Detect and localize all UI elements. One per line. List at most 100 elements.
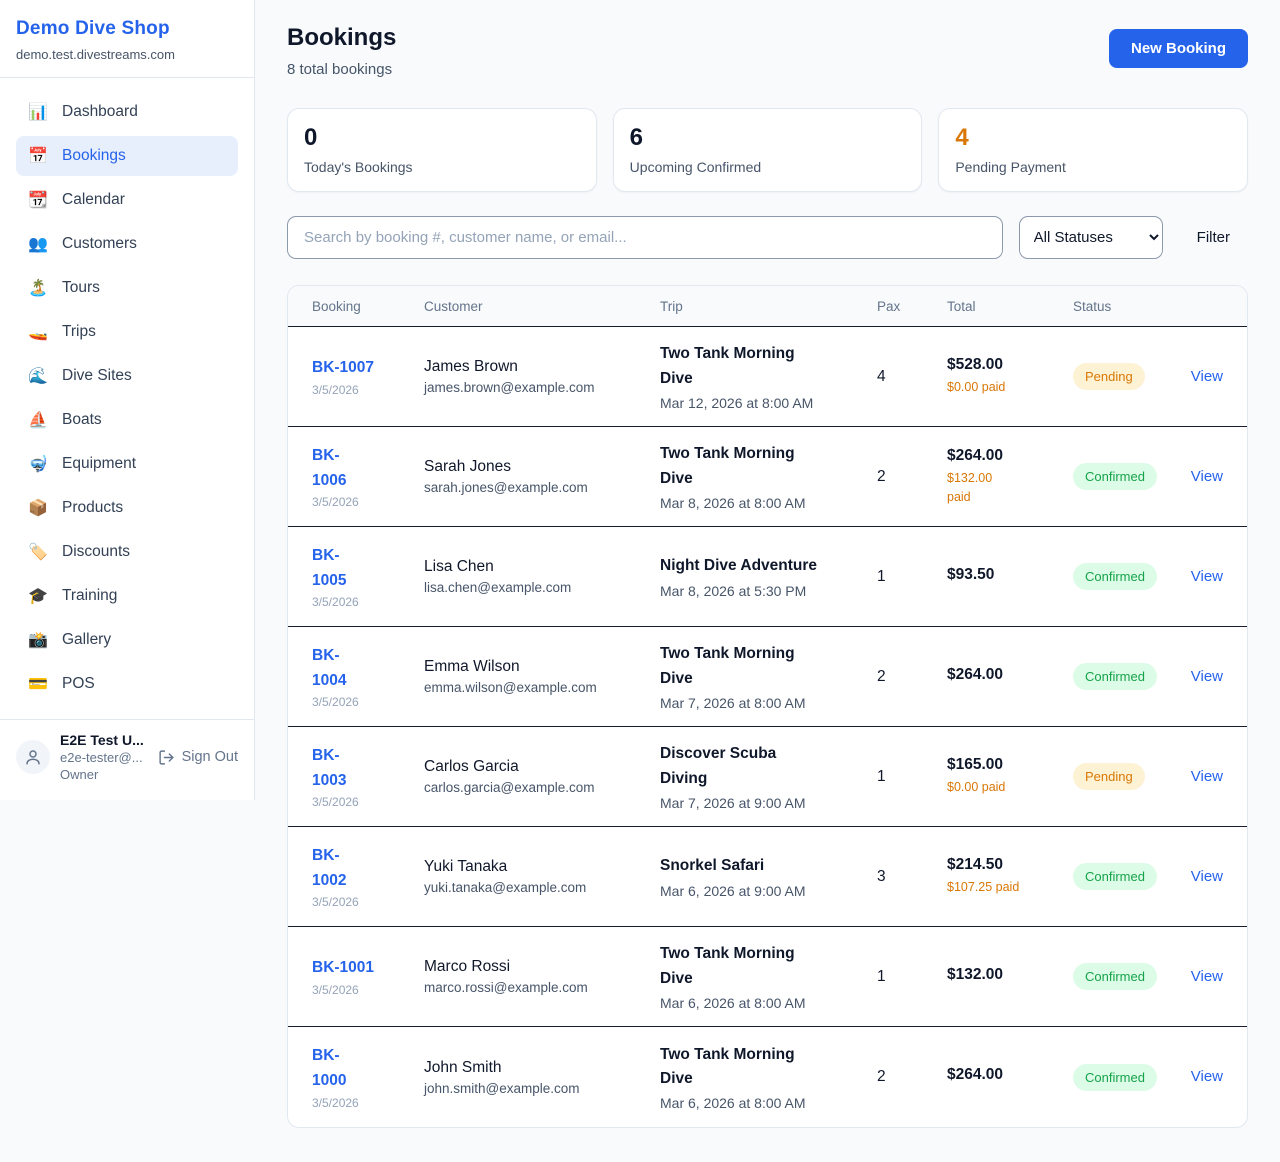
avatar [16,740,50,774]
filter-button[interactable]: Filter [1179,229,1248,246]
booking-id-link[interactable]: BK-1007 [312,359,375,377]
total-amount: $264.00 [947,446,1004,464]
person-icon [26,750,40,765]
column-header-status: Status [1073,298,1112,314]
trip-name: Two Tank Morning Dive [660,645,795,687]
status-badge: Confirmed [1073,963,1157,990]
pax-count: 2 [877,1068,886,1085]
customer-email: sarah.jones@example.com [424,480,588,495]
sidebar-item-discounts[interactable]: 🏷️ Discounts [16,532,238,572]
new-booking-button[interactable]: New Booking [1108,29,1248,68]
sidebar-item-dive-sites[interactable]: 🌊 Dive Sites [16,356,238,396]
table-row: BK-1007 3/5/2026 James Brown james.brown… [288,327,1247,427]
trip-name: Two Tank Morning Dive [660,345,795,387]
sidebar-item-equipment[interactable]: 🤿 Equipment [16,444,238,484]
status-badge: Confirmed [1073,1063,1157,1091]
search-input[interactable] [287,216,1003,259]
customer-name: Marco Rossi [424,958,511,975]
customer-email: yuki.tanaka@example.com [424,880,587,895]
status-badge: Pending [1073,363,1145,390]
customer-email: james.brown@example.com [424,380,595,395]
sidebar-item-boats[interactable]: ⛵ Boats [16,400,238,440]
sidebar-item-training[interactable]: 🎓 Training [16,576,238,616]
column-header-trip: Trip [660,298,683,314]
trip-datetime: Mar 8, 2026 at 5:30 PM [660,582,807,599]
sidebar-item-label: Boats [62,411,102,428]
paid-amount: $0.00 paid [947,780,1006,795]
booking-id-link[interactable]: BK- 1004 [312,646,347,689]
booking-date: 3/5/2026 [312,695,359,710]
stat-card-pending-payment: 4 Pending Payment [938,108,1249,192]
booking-id-link[interactable]: BK- 1000 [312,1047,347,1089]
total-amount: $528.00 [947,356,1004,374]
dive-sites-icon: 🌊 [28,368,48,385]
stat-label: Pending Payment [955,159,1066,175]
booking-id-link[interactable]: BK- 1005 [312,546,347,589]
sidebar-item-gallery[interactable]: 📸 Gallery [16,620,238,660]
sidebar-item-products[interactable]: 📦 Products [16,488,238,528]
status-filter-select[interactable]: All Statuses [1018,216,1163,259]
stat-value: 4 [955,124,969,151]
sidebar-item-pos[interactable]: 💳 POS [16,664,238,704]
sidebar-item-tours[interactable]: 🏝️ Tours [16,268,238,308]
bookings-icon: 📅 [28,148,48,165]
paid-amount: $107.25 paid [947,880,1020,895]
total-amount: $214.50 [947,856,1004,874]
paid-amount: $132.00 paid [947,470,993,504]
view-link[interactable]: View [1190,767,1223,785]
sidebar-item-label: POS [62,675,95,692]
table-header: Booking Customer Trip Pax Total Status [288,286,1247,327]
status-badge: Confirmed [1073,563,1157,590]
view-link[interactable]: View [1190,967,1223,985]
view-link[interactable]: View [1190,667,1223,685]
customer-email: lisa.chen@example.com [424,580,572,595]
view-link[interactable]: View [1190,367,1223,385]
shop-name: Demo Dive Shop [16,18,170,39]
table-row: BK- 1005 3/5/2026 Lisa Chen lisa.chen@ex… [288,527,1247,627]
customer-name: Lisa Chen [424,558,494,575]
booking-date: 3/5/2026 [312,895,359,910]
sidebar-item-trips[interactable]: 🚤 Trips [16,312,238,352]
customer-name: James Brown [424,358,518,375]
customer-email: marco.rossi@example.com [424,980,588,995]
sidebar: Demo Dive Shop demo.test.divestreams.com… [0,0,255,800]
booking-date: 3/5/2026 [312,382,359,397]
booking-id-link[interactable]: BK-1001 [312,959,375,977]
main-content: Bookings 8 total bookings New Booking 0 … [255,0,1280,1128]
pax-count: 1 [877,967,886,985]
sign-out-label: Sign Out [181,749,238,765]
trip-datetime: Mar 7, 2026 at 8:00 AM [660,694,806,711]
total-bookings-count: 8 total bookings [287,61,393,78]
table-row: BK- 1003 3/5/2026 Carlos Garcia carlos.g… [288,727,1247,827]
pax-count: 2 [877,667,886,685]
trip-name: Two Tank Morning Dive [660,445,795,487]
booking-id-link[interactable]: BK- 1006 [312,446,347,489]
table-row: BK-1001 3/5/2026 Marco Rossi marco.rossi… [288,927,1247,1027]
table-row: BK- 1006 3/5/2026 Sarah Jones sarah.jone… [288,427,1247,527]
sidebar-item-bookings[interactable]: 📅 Bookings [16,136,238,176]
view-link[interactable]: View [1190,467,1223,485]
paid-amount: $0.00 paid [947,380,1006,395]
sidebar-item-dashboard[interactable]: 📊 Dashboard [16,92,238,132]
booking-id-link[interactable]: BK- 1002 [312,846,347,889]
sign-out-button[interactable]: Sign Out [158,749,238,766]
user-email: e2e-tester@... [60,750,143,765]
status-badge: Confirmed [1073,463,1157,490]
trip-datetime: Mar 6, 2026 at 8:00 AM [660,994,806,1011]
view-link[interactable]: View [1190,567,1223,585]
status-badge: Pending [1073,763,1145,790]
pax-count: 3 [877,867,886,885]
customer-email: carlos.garcia@example.com [424,780,595,795]
customer-name: Yuki Tanaka [424,858,508,875]
status-badge: Confirmed [1073,863,1157,890]
stat-label: Today's Bookings [304,159,413,175]
pax-count: 1 [877,767,886,785]
view-link[interactable]: View [1190,867,1223,885]
sidebar-item-customers[interactable]: 👥 Customers [16,224,238,264]
booking-date: 3/5/2026 [312,495,359,510]
view-link[interactable]: View [1190,1068,1223,1085]
booking-id-link[interactable]: BK- 1003 [312,746,347,789]
trip-datetime: Mar 6, 2026 at 9:00 AM [660,882,806,899]
user-info: E2E Test U... e2e-tester@... Owner [60,732,148,782]
sidebar-item-calendar[interactable]: 📆 Calendar [16,180,238,220]
